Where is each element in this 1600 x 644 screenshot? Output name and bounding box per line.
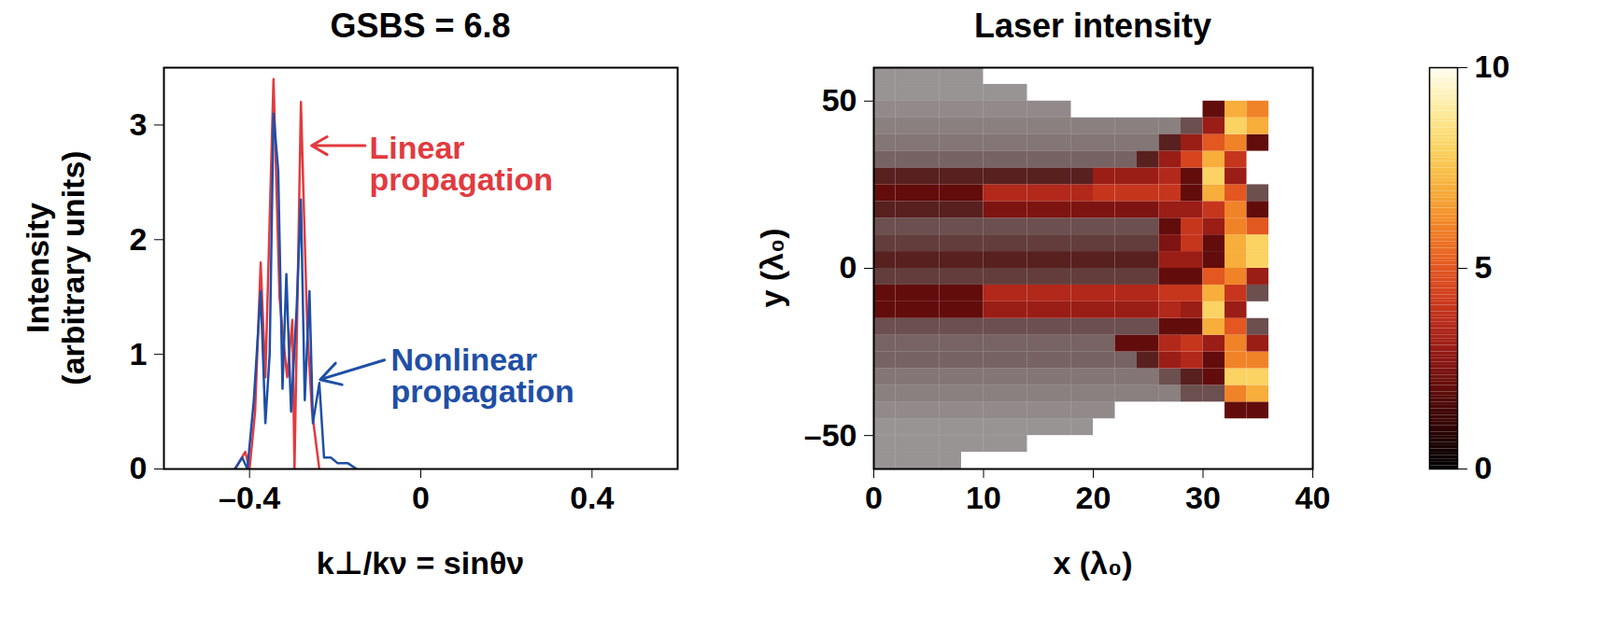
svg-text:5: 5 — [1474, 249, 1493, 285]
html-text:Laser intensity: Laser intensity — [974, 6, 1212, 45]
svg-text:10: 10 — [965, 480, 1002, 516]
svg-text:0.4: 0.4 — [569, 480, 614, 516]
svg-text:–50: –50 — [804, 417, 858, 454]
svg-text:x (λ₀): x (λ₀) — [1052, 545, 1133, 581]
svg-text:20: 20 — [1076, 480, 1112, 516]
svg-text:30: 30 — [1185, 480, 1221, 516]
svg-text:2: 2 — [129, 221, 148, 257]
svg-text:3: 3 — [129, 106, 148, 142]
svg-text:1: 1 — [129, 336, 148, 372]
svg-text:0: 0 — [864, 480, 883, 516]
svg-text:Nonlinearpropagation: Nonlinearpropagation — [390, 341, 574, 410]
svg-text:y (λ₀): y (λ₀) — [753, 227, 790, 308]
svg-text:Intensity(arbitrary units): Intensity(arbitrary units) — [19, 150, 91, 385]
svg-text:0: 0 — [839, 249, 858, 285]
svg-text:Linearpropagation: Linearpropagation — [369, 129, 553, 198]
svg-text:50: 50 — [821, 82, 858, 118]
svg-text:k⊥/kν = sinθν: k⊥/kν = sinθν — [316, 545, 524, 581]
svg-text:40: 40 — [1295, 480, 1331, 516]
svg-text:0: 0 — [1474, 450, 1493, 486]
svg-text:–0.4: –0.4 — [218, 480, 281, 516]
svg-text:0: 0 — [411, 480, 430, 516]
html-text:GSBS = 6.8: GSBS = 6.8 — [330, 6, 511, 45]
svg-text:10: 10 — [1474, 48, 1511, 85]
svg-text:0: 0 — [129, 450, 148, 486]
